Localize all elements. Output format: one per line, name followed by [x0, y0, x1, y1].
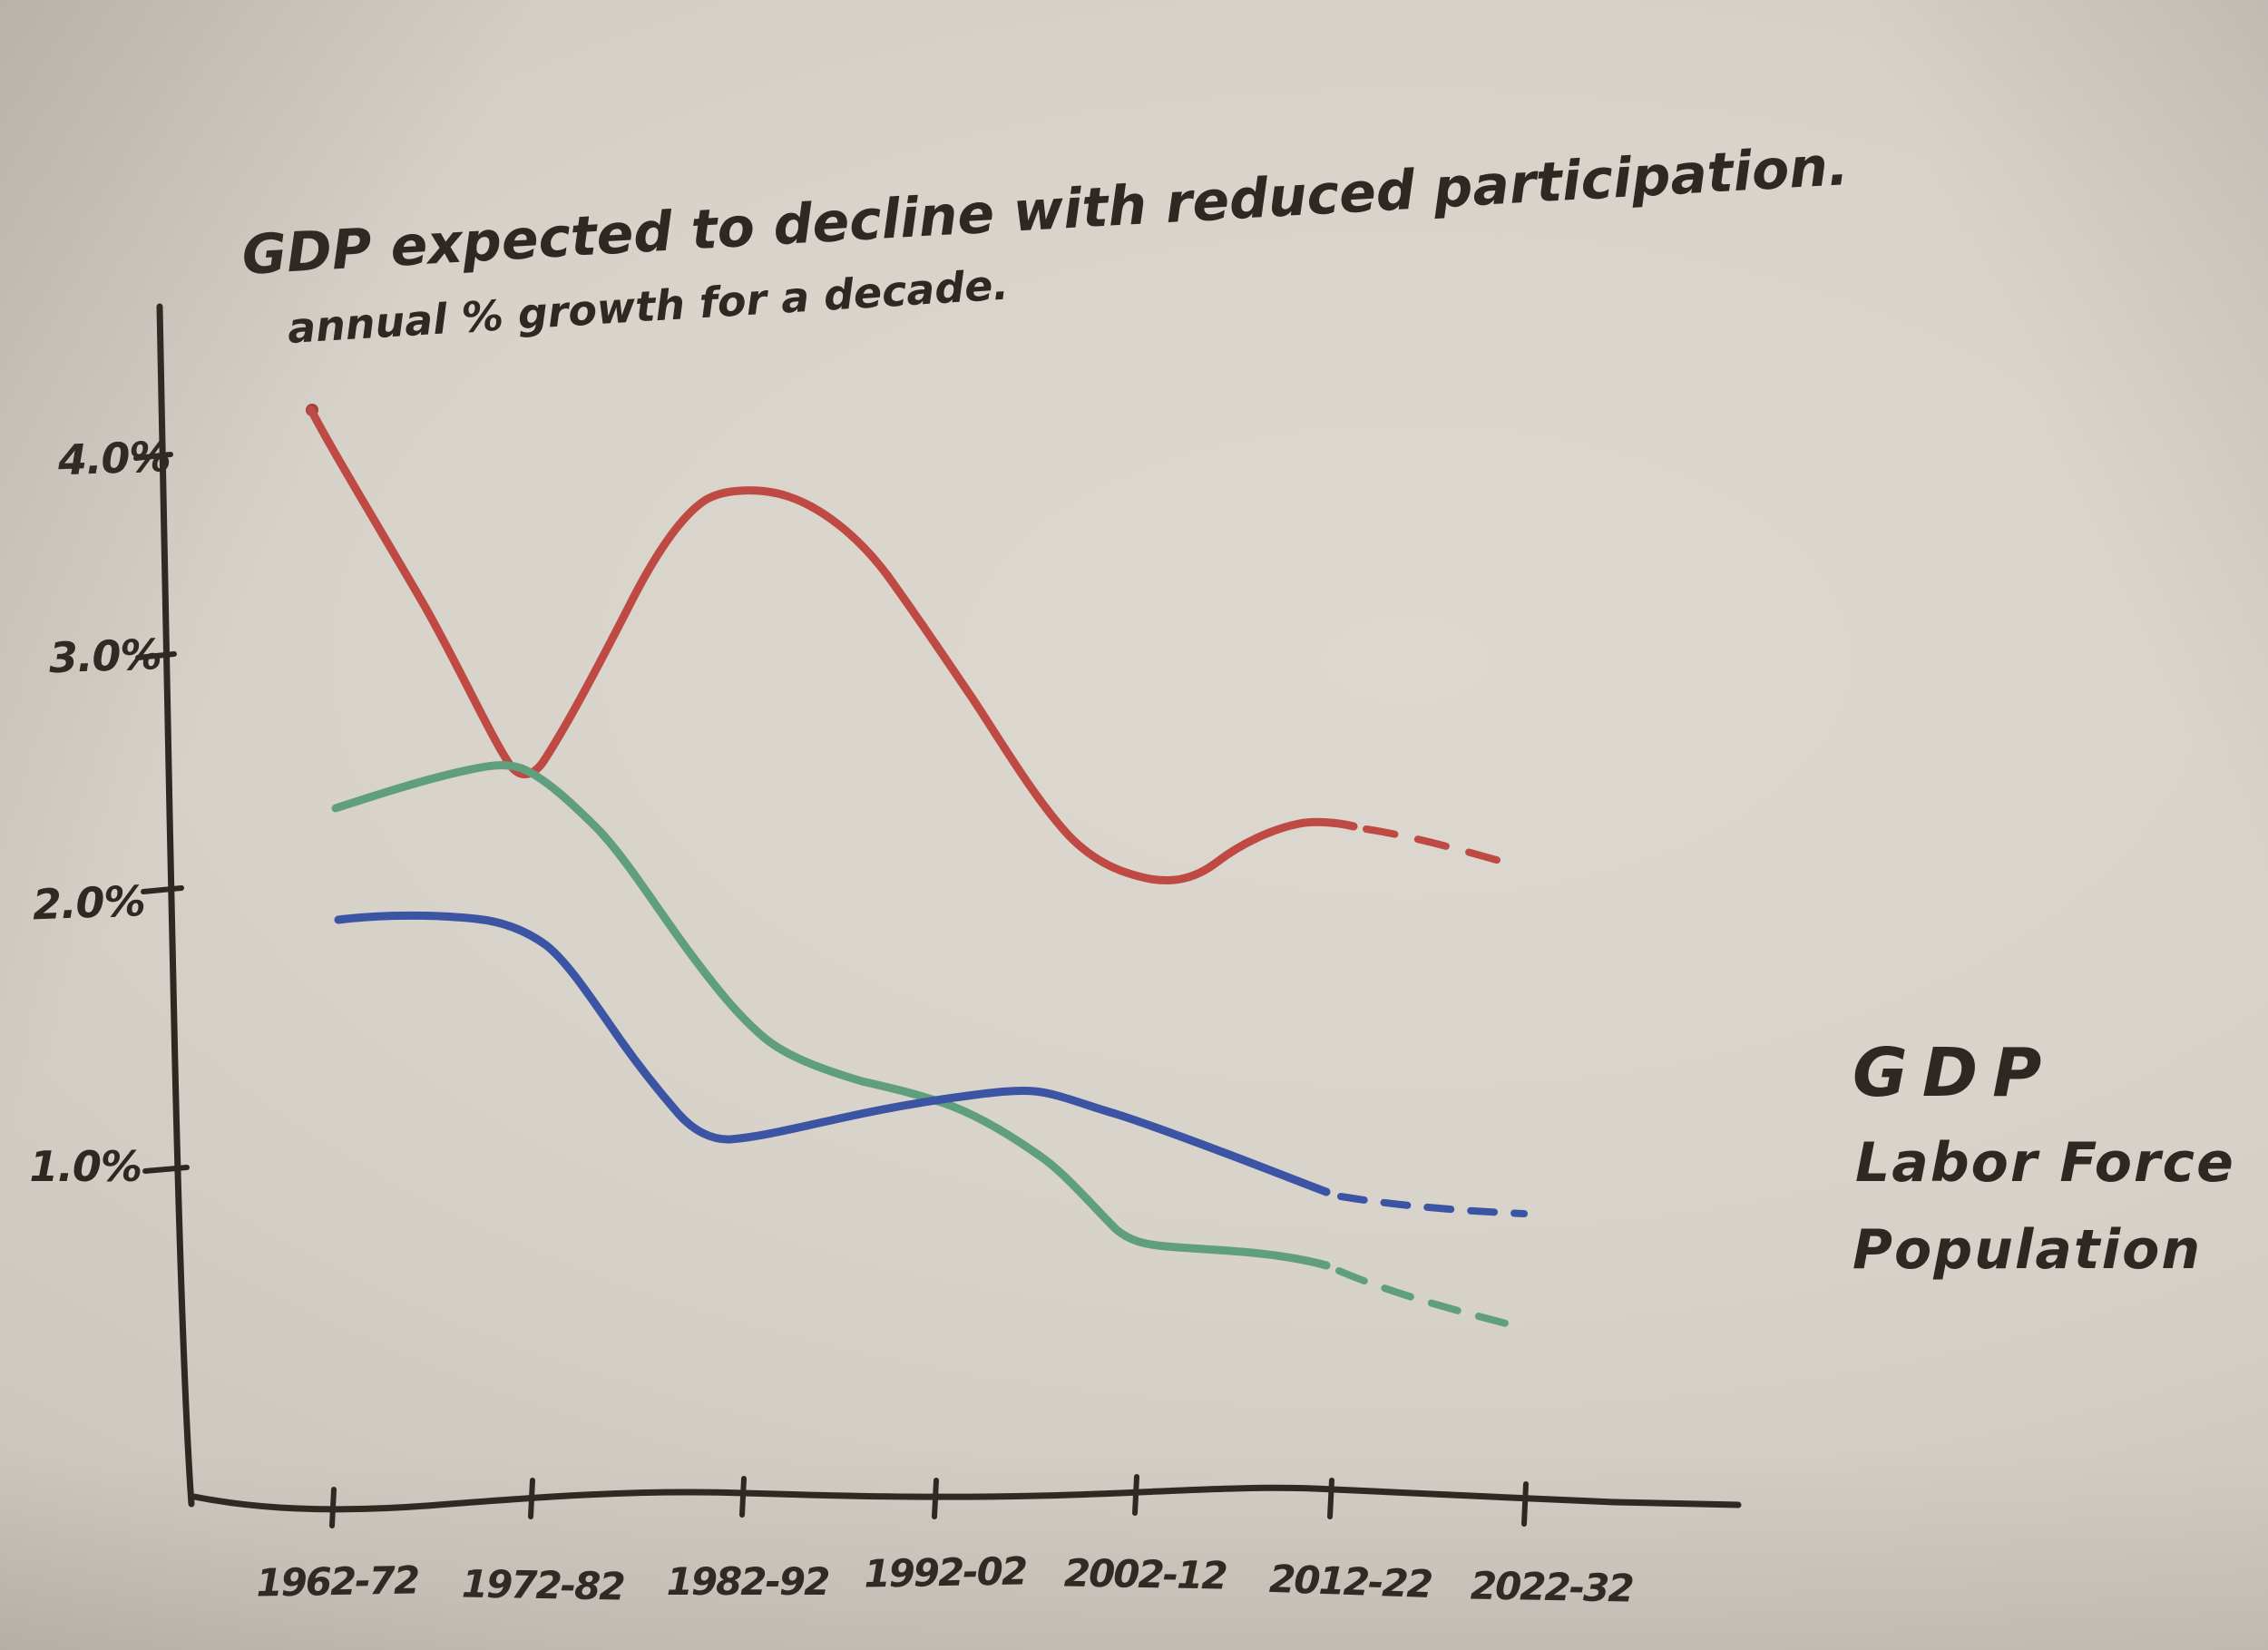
y-axis-line [156, 303, 195, 1508]
legend-label-labor-force: Labor Force [1855, 1131, 2235, 1195]
population-line-projected [1337, 1193, 1528, 1217]
x-tick-4 [1132, 1474, 1139, 1516]
population-line [334, 911, 1331, 1196]
y-tick-3 [135, 651, 177, 660]
chart-title: GDP expected to decline with reduced par… [240, 134, 1850, 288]
y-tick-label-2.0: 2.0% [32, 876, 145, 929]
legend-label-population: Population [1853, 1218, 2202, 1282]
x-tick-2 [739, 1476, 747, 1518]
x-tick-label-2002-12: 2002-12 [1063, 1550, 1227, 1597]
y-tick-label-1.0: 1.0% [29, 1142, 142, 1191]
x-tick-3 [932, 1478, 939, 1519]
labor-force-line-projected [1335, 1267, 1520, 1330]
y-tick-label-4.0: 4.0% [56, 432, 171, 484]
x-tick-6 [1521, 1481, 1529, 1527]
legend-label-gdp: GDP [1853, 1034, 2056, 1112]
y-tick-label-3.0: 3.0% [48, 630, 161, 682]
y-tick-2 [141, 885, 184, 894]
y-tick-4 [133, 452, 173, 461]
x-tick-label-1992-02: 1992-02 [864, 1548, 1027, 1596]
x-tick-label-1982-92: 1982-92 [667, 1559, 829, 1604]
x-tick-label-2012-22: 2012-22 [1268, 1557, 1432, 1606]
x-tick-label-1972-82: 1972-82 [461, 1561, 624, 1608]
x-tick-5 [1327, 1478, 1334, 1519]
gdp-line [307, 405, 1358, 884]
x-tick-label-2022-32: 2022-32 [1470, 1563, 1633, 1610]
labor-force-line [331, 761, 1331, 1270]
gdp-line-projected [1363, 825, 1510, 866]
x-tick-1 [528, 1478, 535, 1519]
x-tick-0 [329, 1487, 337, 1528]
x-tick-label-1962-72: 1962-72 [256, 1557, 419, 1605]
y-tick-1 [142, 1165, 190, 1174]
x-axis-line [191, 1484, 1742, 1513]
